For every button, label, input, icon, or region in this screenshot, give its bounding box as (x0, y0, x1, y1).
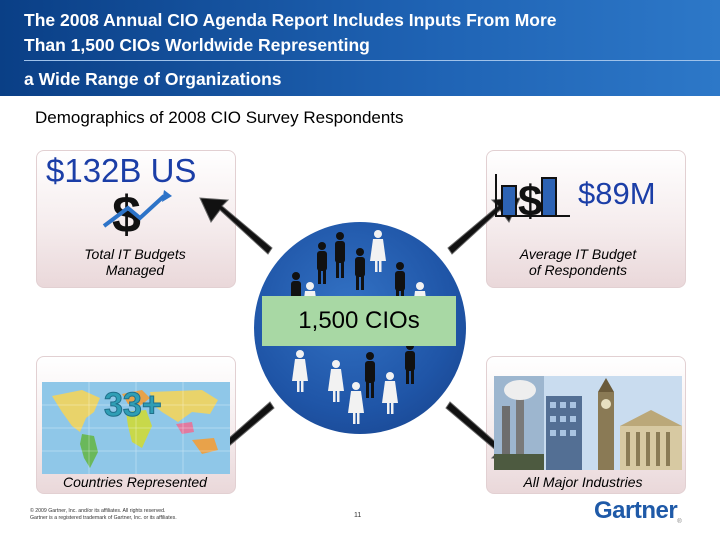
average-budget-caption-line1: Average IT Budget (519, 246, 637, 262)
gartner-logo: Gartner® (594, 497, 682, 525)
dollar-icon: $ (102, 186, 172, 238)
budgets-caption: Total IT Budgets Managed (70, 246, 200, 278)
title-line-2: Than 1,500 CIOs Worldwide Representing (24, 35, 370, 55)
budgets-caption-line1: Total IT Budgets (84, 246, 186, 262)
average-budget-caption: Average IT Budget of Respondents (508, 246, 648, 278)
copyright-notice: © 2009 Gartner, Inc. and/or its affiliat… (30, 508, 177, 521)
countries-caption: Countries Represented (63, 474, 207, 490)
copyright-line-1: © 2009 Gartner, Inc. and/or its affiliat… (30, 508, 166, 514)
average-budget-value: $89M (578, 176, 656, 211)
industries-caption: All Major Industries (523, 474, 643, 490)
people-figures-icon (291, 230, 428, 424)
arrow-top-left (199, 197, 273, 255)
center-label: 1,500 CIOs (298, 307, 420, 334)
copyright-line-2: Gartner is a registered trademark of Gar… (30, 514, 177, 521)
dollar-bars-icon: $ (495, 174, 570, 224)
svg-text:$: $ (112, 186, 141, 238)
countries-count: 33+ (104, 386, 163, 425)
slide-subtitle: Demographics of 2008 CIO Survey Responde… (35, 108, 404, 127)
world-map-icon (42, 382, 230, 474)
logo-text: Gartner (594, 497, 678, 524)
total-budget-value: $132B US (46, 152, 197, 189)
panel-average-budget (486, 150, 686, 288)
average-budget-caption-line2: of Respondents (528, 262, 628, 278)
title-line-1: The 2008 Annual CIO Agenda Report Includ… (24, 10, 557, 30)
center-label-band: 1,500 CIOs (262, 296, 456, 346)
industries-photo-icon (494, 376, 682, 470)
registered-mark: ® (677, 519, 682, 525)
title-divider (24, 60, 720, 61)
title-banner: The 2008 Annual CIO Agenda Report Includ… (0, 0, 720, 96)
title-line-3: a Wide Range of Organizations (24, 69, 282, 89)
page-number: 11 (354, 512, 362, 519)
svg-text:$: $ (518, 177, 542, 224)
budgets-caption-line2: Managed (105, 262, 165, 278)
